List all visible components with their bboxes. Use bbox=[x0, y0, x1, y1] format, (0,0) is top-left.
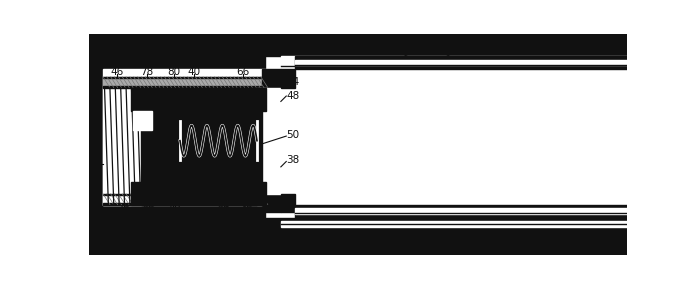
Text: 76: 76 bbox=[117, 203, 131, 214]
Bar bbox=[257, 194, 262, 205]
Text: 60: 60 bbox=[196, 102, 210, 113]
Bar bbox=[262, 88, 281, 194]
Text: 80: 80 bbox=[167, 67, 180, 77]
Bar bbox=[251, 111, 261, 181]
Bar bbox=[103, 194, 262, 205]
Text: 66: 66 bbox=[236, 67, 250, 77]
Bar bbox=[295, 208, 628, 214]
Bar bbox=[103, 69, 276, 205]
Text: 18: 18 bbox=[463, 36, 477, 46]
Bar bbox=[281, 221, 628, 227]
Bar bbox=[295, 56, 628, 69]
Bar bbox=[89, 56, 103, 218]
Bar bbox=[295, 60, 628, 65]
Text: 78: 78 bbox=[140, 67, 154, 77]
Bar bbox=[103, 203, 262, 205]
Text: 42: 42 bbox=[168, 203, 182, 214]
Bar bbox=[178, 88, 262, 205]
Text: 50: 50 bbox=[287, 129, 299, 139]
Text: 68: 68 bbox=[217, 203, 231, 214]
Bar bbox=[103, 88, 141, 205]
Text: 72: 72 bbox=[224, 36, 237, 46]
Text: 38: 38 bbox=[287, 155, 299, 165]
Text: 66: 66 bbox=[143, 203, 156, 214]
Text: 64: 64 bbox=[287, 77, 299, 87]
Bar bbox=[257, 88, 262, 98]
Text: 70: 70 bbox=[204, 222, 217, 232]
Bar bbox=[89, 34, 628, 56]
Text: 36: 36 bbox=[240, 203, 254, 214]
Bar bbox=[133, 111, 152, 130]
Bar bbox=[103, 77, 262, 78]
Text: Фиг.4: Фиг.4 bbox=[337, 237, 379, 251]
Text: 40: 40 bbox=[187, 67, 201, 77]
Bar bbox=[131, 181, 178, 205]
Bar bbox=[295, 205, 628, 218]
Text: 58: 58 bbox=[125, 222, 138, 232]
Text: 48: 48 bbox=[287, 91, 299, 101]
Bar bbox=[103, 205, 265, 218]
Text: 62: 62 bbox=[89, 159, 102, 169]
Bar bbox=[262, 69, 281, 88]
Bar bbox=[262, 194, 281, 212]
Text: 46: 46 bbox=[110, 67, 124, 77]
Bar bbox=[103, 86, 262, 88]
Bar bbox=[281, 69, 295, 88]
Bar bbox=[251, 88, 266, 111]
Bar bbox=[103, 77, 262, 88]
Bar bbox=[281, 194, 295, 212]
Bar bbox=[89, 218, 628, 255]
Bar bbox=[103, 194, 262, 195]
Bar bbox=[131, 88, 178, 111]
Bar bbox=[141, 111, 178, 181]
Bar bbox=[103, 56, 265, 69]
Text: 32: 32 bbox=[421, 36, 435, 46]
Bar bbox=[251, 181, 266, 205]
Bar bbox=[281, 56, 628, 62]
